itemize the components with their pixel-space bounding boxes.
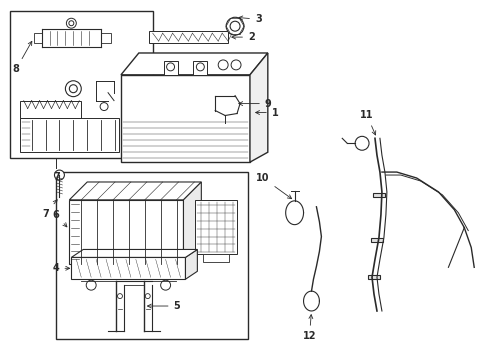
- Bar: [163, 61, 177, 75]
- Circle shape: [166, 63, 174, 71]
- Circle shape: [54, 170, 64, 180]
- Circle shape: [86, 280, 96, 290]
- Text: 4: 4: [53, 263, 69, 273]
- Bar: [372, 193, 384, 197]
- Circle shape: [69, 85, 77, 93]
- Text: 8: 8: [13, 41, 32, 74]
- Bar: [148, 31, 228, 43]
- Text: 10: 10: [256, 173, 291, 199]
- Bar: [195, 200, 237, 255]
- Circle shape: [145, 294, 150, 298]
- Circle shape: [218, 60, 228, 70]
- Circle shape: [231, 60, 241, 70]
- Circle shape: [100, 103, 108, 111]
- Text: 5: 5: [147, 301, 180, 311]
- Circle shape: [196, 63, 204, 71]
- Bar: [20, 100, 81, 118]
- Circle shape: [117, 294, 122, 298]
- Circle shape: [225, 17, 244, 35]
- Bar: [71, 257, 185, 279]
- Bar: [193, 61, 207, 75]
- Polygon shape: [183, 182, 201, 264]
- Text: 2: 2: [231, 32, 254, 42]
- Text: 12: 12: [302, 315, 316, 341]
- Text: 7: 7: [53, 172, 60, 182]
- Bar: [69, 200, 183, 264]
- Bar: [367, 275, 379, 279]
- Bar: [20, 118, 119, 152]
- Bar: [34, 33, 41, 43]
- Text: 6: 6: [53, 210, 67, 227]
- Text: 11: 11: [360, 111, 375, 135]
- Bar: [56, 172, 247, 339]
- Text: 3: 3: [238, 14, 261, 24]
- Circle shape: [66, 18, 76, 28]
- Polygon shape: [71, 249, 197, 257]
- Bar: [370, 238, 382, 242]
- Circle shape: [230, 21, 240, 31]
- Text: 1: 1: [255, 108, 278, 117]
- Circle shape: [161, 280, 170, 290]
- Polygon shape: [69, 182, 201, 200]
- Text: 7: 7: [42, 200, 57, 219]
- Circle shape: [354, 136, 368, 150]
- Polygon shape: [121, 53, 267, 75]
- Text: 9: 9: [238, 99, 271, 109]
- Bar: [203, 255, 229, 262]
- Polygon shape: [185, 249, 197, 279]
- Polygon shape: [249, 53, 267, 162]
- Circle shape: [65, 81, 81, 96]
- Bar: [121, 75, 249, 162]
- Bar: [101, 33, 111, 43]
- Circle shape: [69, 21, 74, 26]
- Bar: [10, 11, 152, 158]
